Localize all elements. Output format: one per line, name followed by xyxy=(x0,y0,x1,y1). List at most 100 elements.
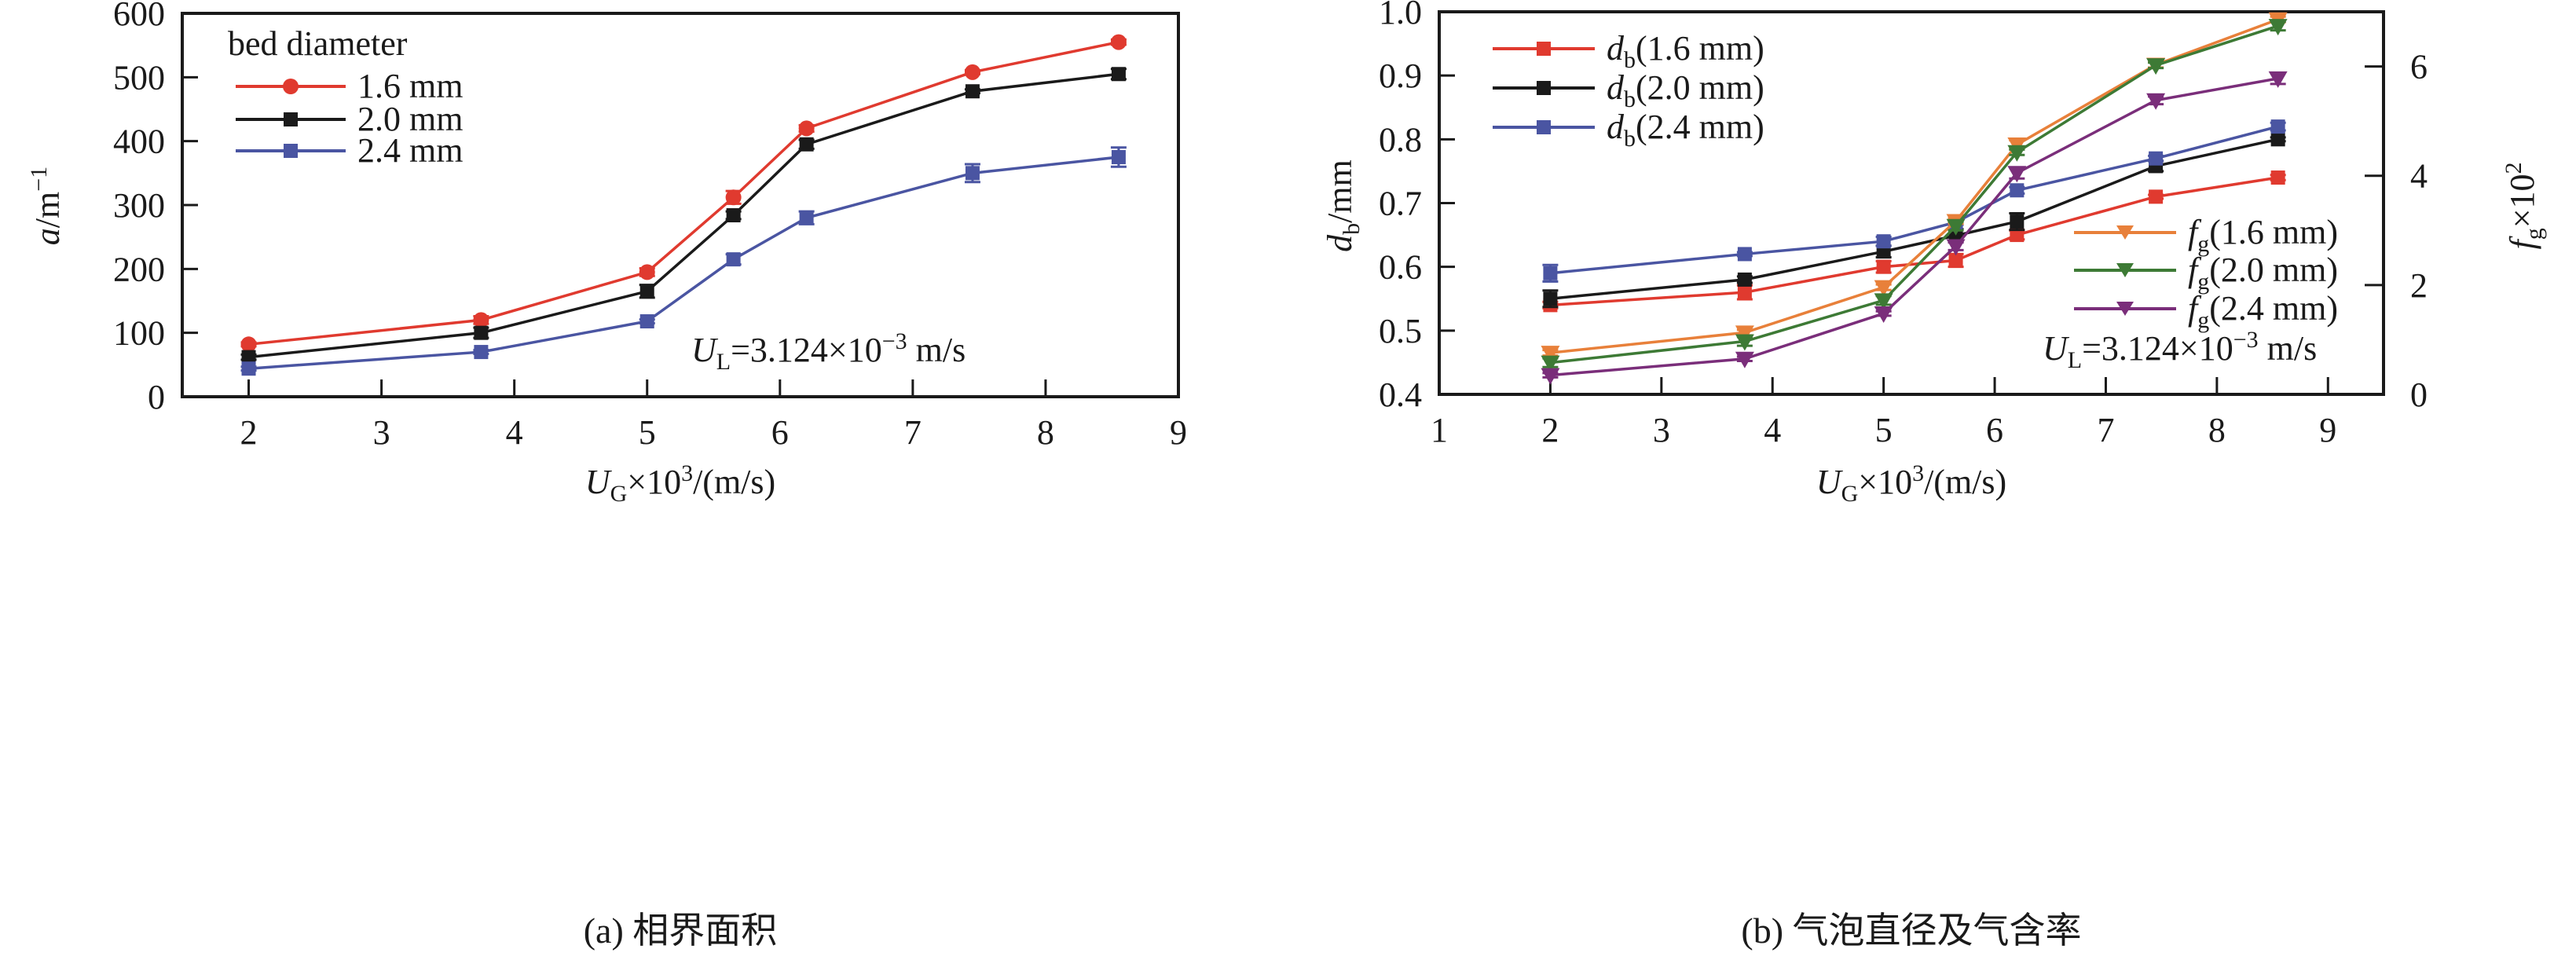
x-tick-label: 3 xyxy=(373,413,390,452)
data-point xyxy=(1874,293,1893,310)
x-tick-label: 4 xyxy=(506,413,523,452)
data-point xyxy=(473,312,489,328)
data-point xyxy=(1737,247,1752,262)
legend-item-1-6mm: 1.6 mm xyxy=(236,67,463,105)
data-point xyxy=(2270,119,2285,134)
series-f-g-2-0-mm xyxy=(1541,19,2288,372)
data-point xyxy=(1111,150,1126,164)
x-tick-label: 7 xyxy=(904,413,922,452)
x-tick-label: 3 xyxy=(1653,411,1670,449)
x-tick-label: 8 xyxy=(1037,413,1054,452)
legend-item-fg-2-0mm: fg(2.0 mm) xyxy=(2074,251,2338,295)
series-line xyxy=(1550,137,2279,300)
panel-a-ticks: 2 3 4 5 6 7 8 9 0 100 200 300 400 500 600 xyxy=(113,0,1187,452)
panel-a-y-axis-title: a/m−1 xyxy=(26,167,67,245)
y-tick-label: 0.6 xyxy=(1379,248,1422,287)
panel-b-y-axis-title: db/mm xyxy=(1321,159,1365,252)
data-point xyxy=(1874,280,1893,297)
panel-b-annotation: UL=3.124×10−3 m/s xyxy=(2043,327,2317,373)
data-point xyxy=(241,350,256,365)
data-point xyxy=(639,264,655,280)
data-point xyxy=(726,208,741,223)
svg-text:db(2.0 mm): db(2.0 mm) xyxy=(1607,68,1764,112)
svg-text:fg(2.4 mm): fg(2.4 mm) xyxy=(2188,289,2338,333)
series-2-4-mm xyxy=(240,146,1127,376)
panel-b-legend-db: db(1.6 mm) db(2.0 mm) db(2.4 mm) xyxy=(1493,29,1764,152)
panel-a-legend: bed diameter 1.6 mm 2.0 mm 2.4 mm xyxy=(228,24,463,170)
data-point xyxy=(2268,19,2288,36)
svg-text:1.6 mm: 1.6 mm xyxy=(357,67,463,105)
legend-item-db-1-6mm: db(1.6 mm) xyxy=(1493,29,1764,73)
data-point xyxy=(2149,189,2164,204)
panel-a-series xyxy=(240,34,1127,376)
panel-b-bubble-diameter-gas-holdup: 1 2 3 4 5 6 7 8 9 0.4 0.5 0.6 0.7 0.8 0.9 1.0 0 2 4 6 db/mm… xyxy=(1321,0,2547,951)
legend-item-db-2-0mm: db(2.0 mm) xyxy=(1493,68,1764,112)
data-point xyxy=(2270,132,2285,147)
y-tick-label: 300 xyxy=(113,186,165,225)
data-point xyxy=(474,325,489,340)
svg-text:fg(1.6 mm): fg(1.6 mm) xyxy=(2188,213,2338,257)
y-tick-label: 500 xyxy=(113,58,165,97)
y-tick-label: 0.7 xyxy=(1379,185,1422,223)
panel-b-x-axis-title: UG×103/(m/s) xyxy=(1816,460,2006,507)
data-point xyxy=(639,314,654,329)
data-point xyxy=(965,84,980,99)
panel-a-x-axis-title: UG×103/(m/s) xyxy=(585,460,775,507)
x-tick-label: 1 xyxy=(1431,411,1448,449)
panel-a-annotation: UL=3.124×10−3 m/s xyxy=(691,328,966,375)
y-tick-label: 1.0 xyxy=(1379,0,1422,31)
x-tick-label: 9 xyxy=(2319,411,2336,449)
data-point xyxy=(1876,259,1891,274)
series-d-b-2-0-mm xyxy=(1542,132,2286,309)
y-right-tick-label: 2 xyxy=(2410,266,2428,305)
y-right-tick-label: 4 xyxy=(2410,157,2428,196)
data-point xyxy=(798,120,815,137)
data-point xyxy=(1876,234,1891,249)
data-point xyxy=(1737,285,1752,300)
data-point xyxy=(2007,166,2027,183)
panel-b-ticks: 1 2 3 4 5 6 7 8 9 0.4 0.5 0.6 0.7 0.8 0.9 1.0 0 2 4 6 xyxy=(1379,0,2428,449)
legend-item-db-2-4mm: db(2.4 mm) xyxy=(1493,108,1764,152)
y-tick-label: 400 xyxy=(113,123,165,161)
data-point xyxy=(1735,334,1754,351)
data-point xyxy=(474,345,489,360)
data-point xyxy=(1111,67,1126,82)
svg-text:db(1.6 mm): db(1.6 mm) xyxy=(1607,29,1764,73)
x-tick-label: 8 xyxy=(2208,411,2226,449)
data-point xyxy=(2146,93,2166,110)
x-tick-label: 9 xyxy=(1170,413,1187,452)
panel-a-interfacial-area: 2 3 4 5 6 7 8 9 0 100 200 300 400 500 600 a/m−1 UG×103… xyxy=(26,0,1187,951)
panel-b-caption: (b) 气泡直径及气含率 xyxy=(1741,911,2081,951)
svg-text:2.4 mm: 2.4 mm xyxy=(357,131,463,170)
data-point xyxy=(1948,253,1963,268)
data-point xyxy=(1543,266,1558,280)
series-2-0-mm xyxy=(240,67,1127,365)
data-point xyxy=(241,361,256,376)
series-1-6-mm xyxy=(240,34,1127,353)
x-tick-label: 2 xyxy=(1541,411,1559,449)
x-tick-label: 5 xyxy=(639,413,656,452)
data-point xyxy=(1543,291,1558,306)
panel-b-legend-fg: fg(1.6 mm) fg(2.0 mm) fg(2.4 mm) xyxy=(2074,213,2338,333)
data-point xyxy=(1541,368,1560,385)
x-tick-label: 7 xyxy=(2097,411,2114,449)
svg-text:db(2.4 mm): db(2.4 mm) xyxy=(1607,108,1764,152)
panel-a-plot-frame xyxy=(181,12,1180,398)
series-line xyxy=(248,156,1119,370)
data-point xyxy=(2149,151,2164,166)
data-point xyxy=(1541,355,1560,372)
data-point xyxy=(2010,228,2025,243)
y-tick-label: 600 xyxy=(113,0,165,33)
x-tick-label: 4 xyxy=(1764,411,1781,449)
data-point xyxy=(2010,214,2025,229)
y-tick-label: 0.9 xyxy=(1379,57,1422,95)
data-point xyxy=(1110,34,1127,50)
data-point xyxy=(965,166,980,181)
y-right-tick-label: 6 xyxy=(2410,48,2428,86)
panel-b-series xyxy=(1541,12,2288,385)
data-point xyxy=(2146,58,2166,75)
data-point xyxy=(964,64,980,80)
data-point xyxy=(2270,170,2285,185)
data-point xyxy=(2007,145,2027,162)
